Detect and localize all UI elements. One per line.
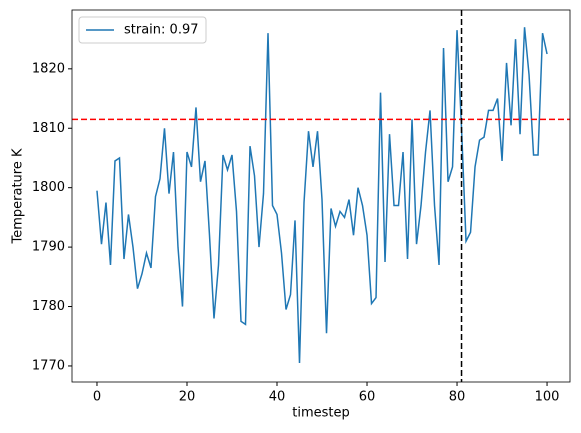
x-tick-label: 40 (269, 390, 286, 405)
x-tick-label: 80 (449, 390, 466, 405)
plot-frame (71, 9, 571, 383)
y-tick-label: 1780 (32, 299, 65, 314)
y-tick-label: 1790 (32, 240, 65, 255)
x-tick-label: 0 (93, 390, 101, 405)
y-tick-label: 1820 (32, 61, 65, 76)
y-tick-label: 1800 (32, 180, 65, 195)
y-tick-label: 1770 (32, 358, 65, 373)
x-tick-label: 60 (359, 390, 376, 405)
line (96, 27, 548, 364)
legend-label: strain: 0.97 (124, 23, 199, 38)
x-tick-label: 20 (179, 390, 196, 405)
x-tick-label: 100 (535, 390, 560, 405)
y-tick-label: 1810 (32, 121, 65, 136)
y-axis-label: Temperature K (11, 148, 26, 244)
legend-box (78, 16, 207, 44)
x-axis-label: timestep (292, 406, 350, 421)
